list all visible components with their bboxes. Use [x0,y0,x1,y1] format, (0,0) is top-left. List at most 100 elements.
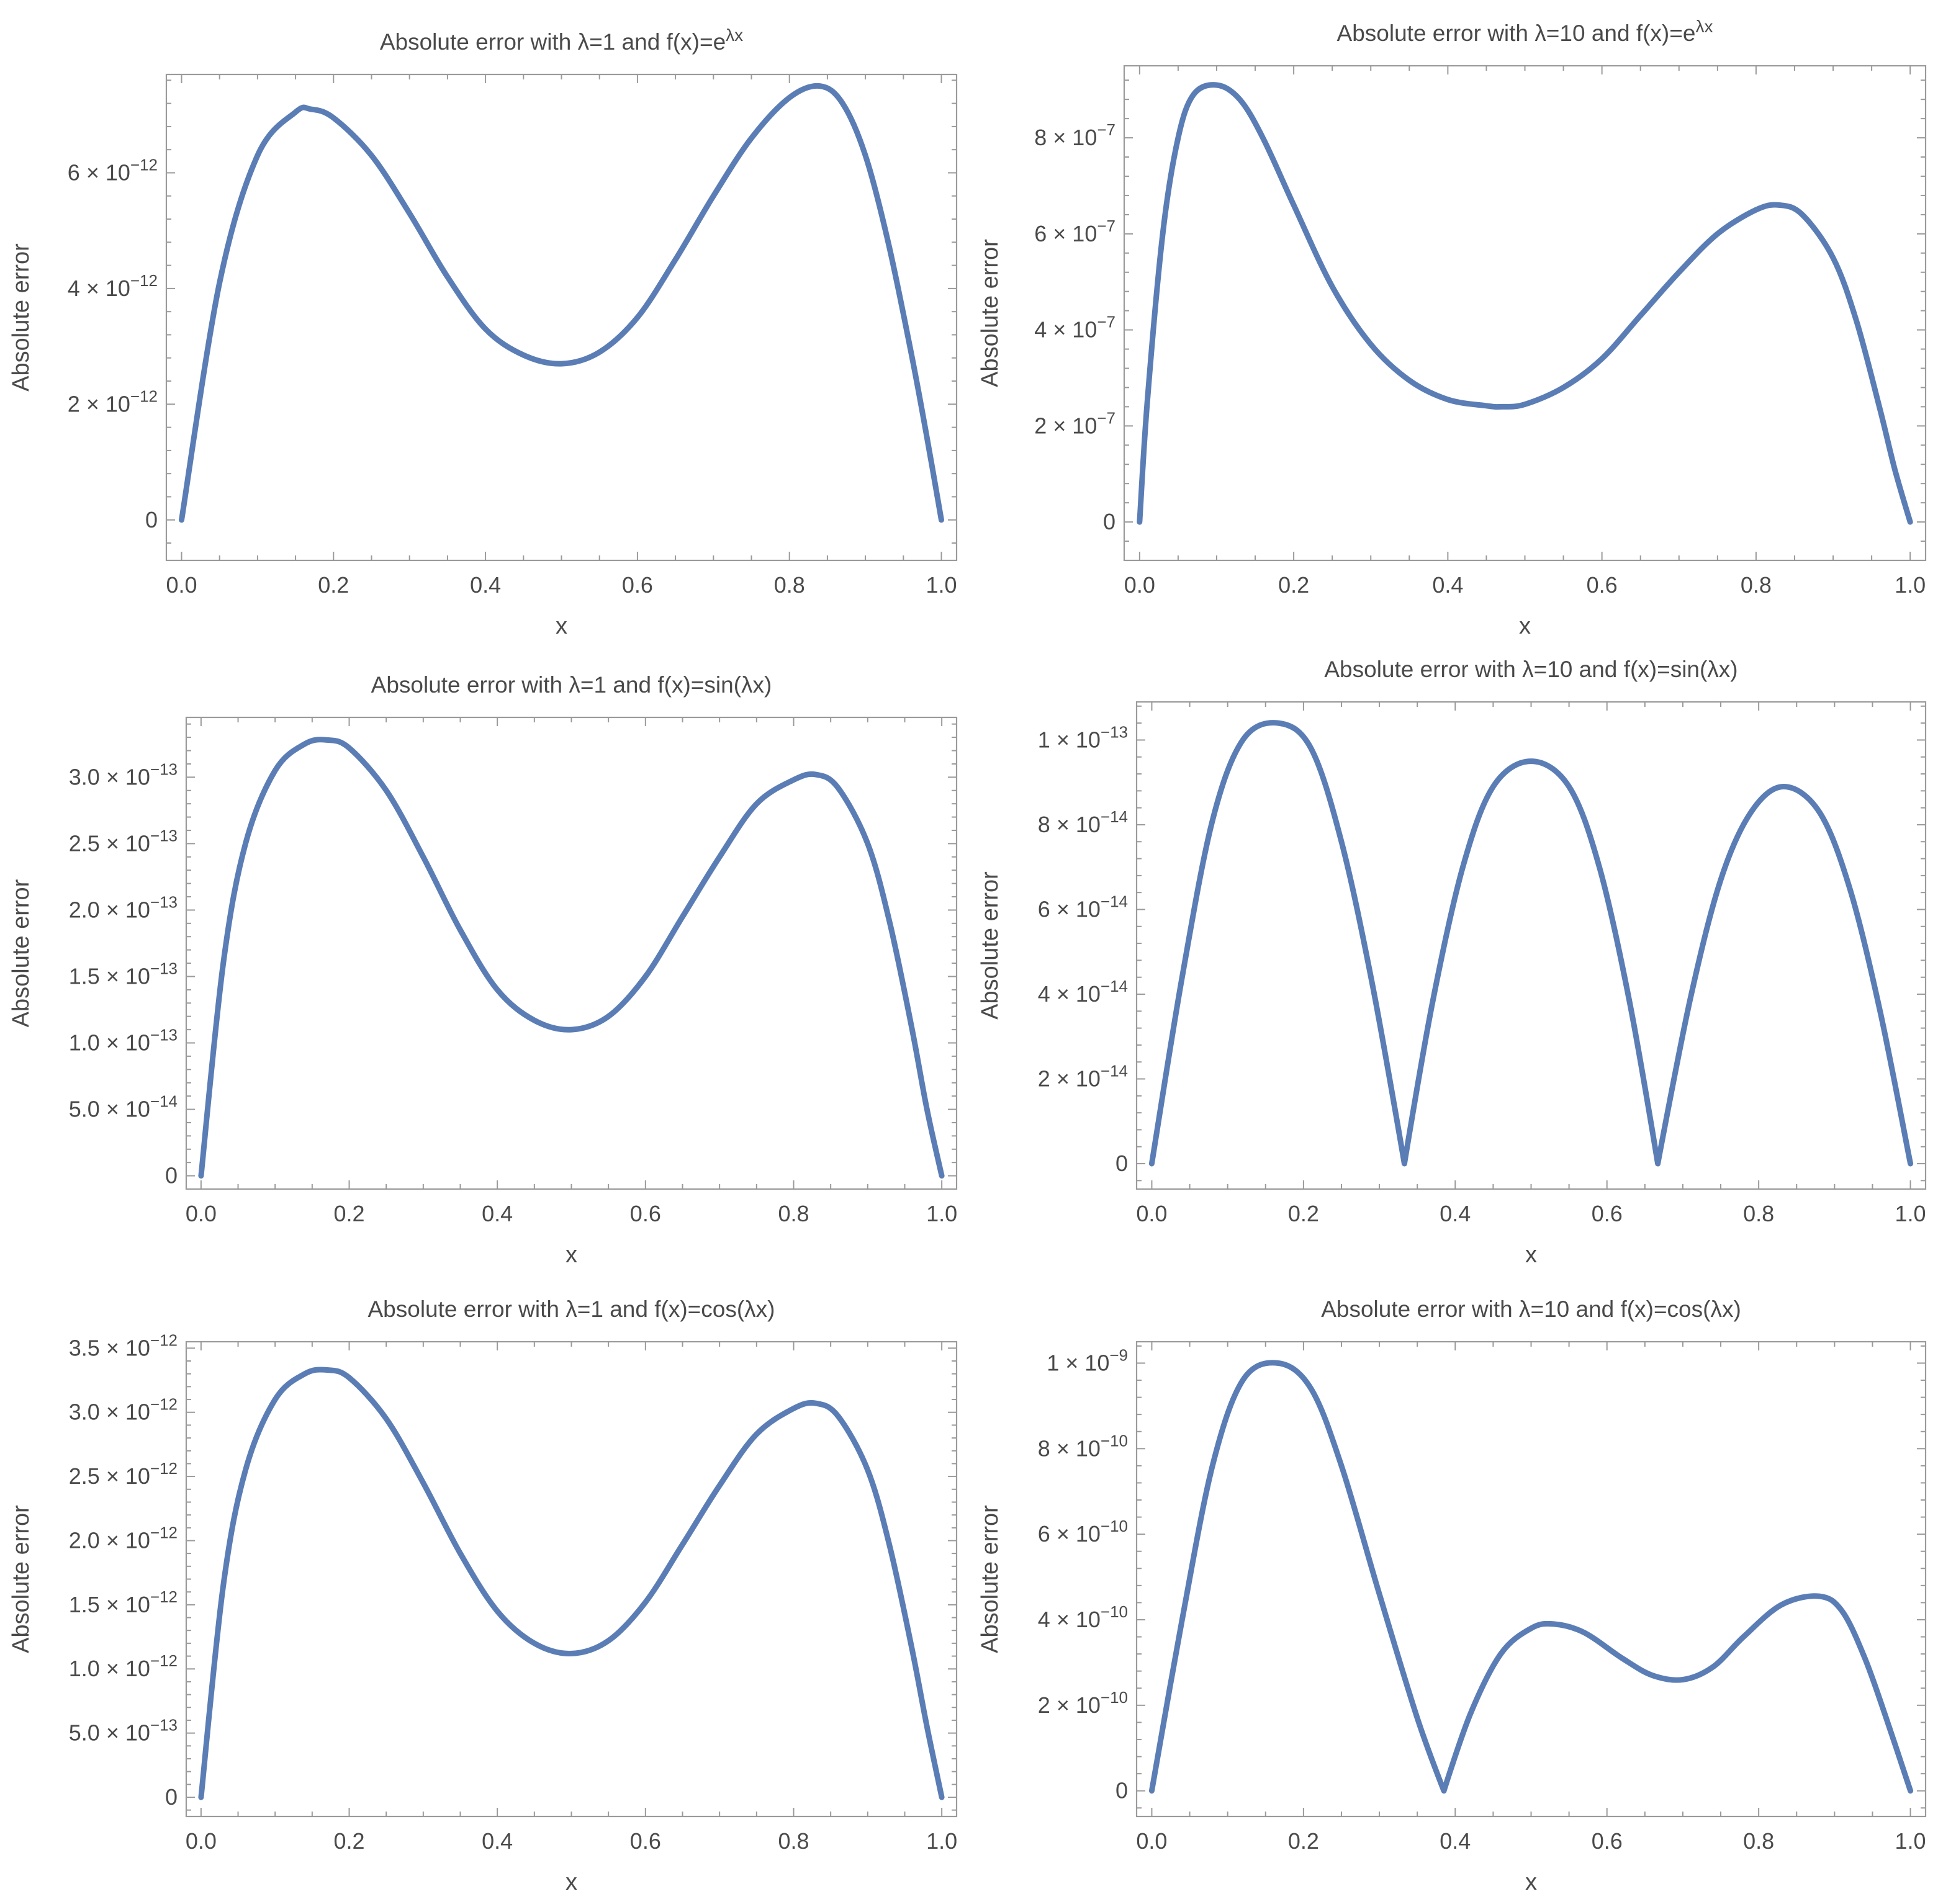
y-tick-label: 2 × 10−14 [1038,1062,1128,1092]
x-tick-label: 1.0 [1895,1201,1926,1226]
y-tick-label: 1 × 10−9 [1047,1345,1128,1375]
plot-frame [1135,1340,1927,1818]
x-tick-label: 0.8 [1743,1828,1774,1854]
y-tick-label: 2.5 × 10−13 [69,826,178,856]
chart-title: Absolute error with λ=1 and f(x)=sin(λx) [371,672,772,698]
x-tick-label: 0.8 [1743,1201,1774,1226]
x-tick-label: 0.0 [1136,1201,1167,1226]
y-tick-label: 6 × 10−14 [1038,892,1128,922]
x-axis-title: x [1525,1869,1537,1895]
chart-svg: Absolute error with λ=1 and f(x)=cos(λx)… [8,1296,958,1895]
x-axis-title: x [1519,613,1531,639]
chart-panel-3: Absolute error with λ=1 and f(x)=sin(λx)… [0,634,969,1268]
chart-svg: Absolute error with λ=10 and f(x)=eλx 0.0… [977,17,1927,639]
y-tick-label: 8 × 10−14 [1038,807,1128,837]
y-tick-label: 6 × 10−7 [1034,217,1115,246]
x-tick-label: 0.6 [1592,1201,1623,1226]
y-tick-label: 0 [1115,1151,1128,1176]
chart-svg: Absolute error with λ=10 and f(x)=sin(λx… [977,657,1927,1268]
chart-title: Absolute error with λ=1 and f(x)=eλx [380,25,743,55]
x-axis-title: x [556,613,567,639]
x-axis-title: x [1525,1242,1537,1268]
chart-panel-6: Absolute error with λ=10 and f(x)=cos(λx… [969,1267,1938,1901]
y-tick-label: 0 [1103,509,1115,534]
x-tick-label: 0.4 [1440,1201,1471,1226]
series-line [1137,82,1913,525]
y-tick-label: 0 [165,1163,178,1188]
y-tick-label: 1 × 10−13 [1038,722,1128,752]
x-tick-label: 0.2 [318,572,349,598]
x-tick-label: 0.2 [1288,1828,1319,1854]
y-tick-label: 0 [165,1784,178,1810]
chart-title: Absolute error with λ=10 and f(x)=sin(λx… [1324,657,1737,682]
x-tick-label: 0.4 [1432,572,1463,598]
x-tick-label: 0.8 [1741,572,1772,598]
y-tick-label: 5.0 × 10−13 [69,1716,178,1746]
x-axis-title: x [566,1869,577,1895]
y-tick-label: 1.5 × 10−12 [69,1587,178,1617]
series-line [179,83,944,523]
chart-panel-2: Absolute error with λ=10 and f(x)=eλx 0.0… [969,0,1938,639]
x-tick-label: 0.6 [630,1201,661,1226]
y-tick-label: 3.5 × 10−12 [69,1331,178,1360]
x-tick-label: 0.6 [622,572,653,598]
x-tick-label: 0.0 [1136,1828,1167,1854]
x-tick-label: 0.8 [774,572,805,598]
y-axis-title: Absolute error [977,1505,1003,1653]
y-axis-title: Absolute error [8,243,34,392]
plot-frame [1123,65,1927,562]
y-tick-label: 3.0 × 10−13 [69,760,178,789]
series-line [198,737,945,1179]
x-tick-label: 0.6 [1592,1828,1623,1854]
x-tick-label: 0.4 [1440,1828,1471,1854]
series-line [1148,720,1914,1167]
chart-svg: Absolute error with λ=10 and f(x)=cos(λx… [977,1296,1927,1895]
y-tick-label: 1.5 × 10−13 [69,959,178,989]
y-axis-title: Absolute error [8,1505,34,1653]
chart-title: Absolute error with λ=1 and f(x)=cos(λx) [368,1296,775,1322]
chart-title: Absolute error with λ=10 and f(x)=eλx [1337,17,1713,46]
y-tick-label: 2 × 10−10 [1038,1688,1128,1718]
x-tick-label: 0.8 [778,1201,809,1226]
y-tick-label: 0 [1115,1778,1128,1803]
x-tick-label: 0.2 [333,1201,364,1226]
y-axis-title: Absolute error [8,879,34,1027]
y-tick-label: 1.0 × 10−12 [69,1651,178,1681]
x-tick-label: 0.2 [333,1828,364,1854]
y-tick-label: 6 × 10−10 [1038,1517,1128,1547]
chart-panel-4: Absolute error with λ=10 and f(x)=sin(λx… [969,634,1938,1268]
y-tick-label: 5.0 × 10−14 [69,1092,178,1122]
y-tick-label: 4 × 10−7 [1034,313,1115,343]
x-tick-label: 0.2 [1278,572,1309,598]
y-axis-title: Absolute error [977,239,1003,387]
y-tick-label: 2.5 × 10−12 [69,1459,178,1489]
chart-svg: Absolute error with λ=1 and f(x)=eλx 0.0 0… [8,25,958,639]
chart-panel-1: Absolute error with λ=1 and f(x)=eλx 0.0 0… [0,0,969,639]
x-tick-label: 1.0 [1895,572,1926,598]
y-tick-label: 0 [145,507,158,532]
x-axis-title: x [566,1242,577,1268]
series-line [1148,1360,1914,1794]
series-line [198,1367,945,1800]
y-tick-label: 1.0 × 10−13 [69,1026,178,1056]
x-tick-label: 0.0 [166,572,197,598]
plot-frame [185,1340,958,1818]
plot-frame [165,73,958,562]
x-tick-label: 0.8 [778,1828,809,1854]
x-tick-label: 1.0 [926,572,957,598]
y-tick-label: 6 × 10−12 [68,155,158,185]
x-tick-label: 0.6 [1587,572,1618,598]
x-tick-label: 0.4 [470,572,501,598]
x-tick-label: 0.4 [482,1828,513,1854]
y-tick-label: 8 × 10−7 [1034,120,1115,150]
y-tick-label: 4 × 10−14 [1038,977,1128,1007]
chart-svg: Absolute error with λ=1 and f(x)=sin(λx)… [8,672,957,1268]
y-tick-label: 3.0 × 10−12 [69,1395,178,1425]
x-tick-label: 0.0 [186,1201,217,1226]
x-tick-label: 0.0 [186,1828,217,1854]
y-tick-label: 2.0 × 10−12 [69,1523,178,1553]
y-tick-label: 2 × 10−12 [68,387,158,416]
x-tick-label: 1.0 [926,1828,957,1854]
y-axis-title: Absolute error [977,871,1003,1020]
plot-frame [1135,701,1927,1190]
